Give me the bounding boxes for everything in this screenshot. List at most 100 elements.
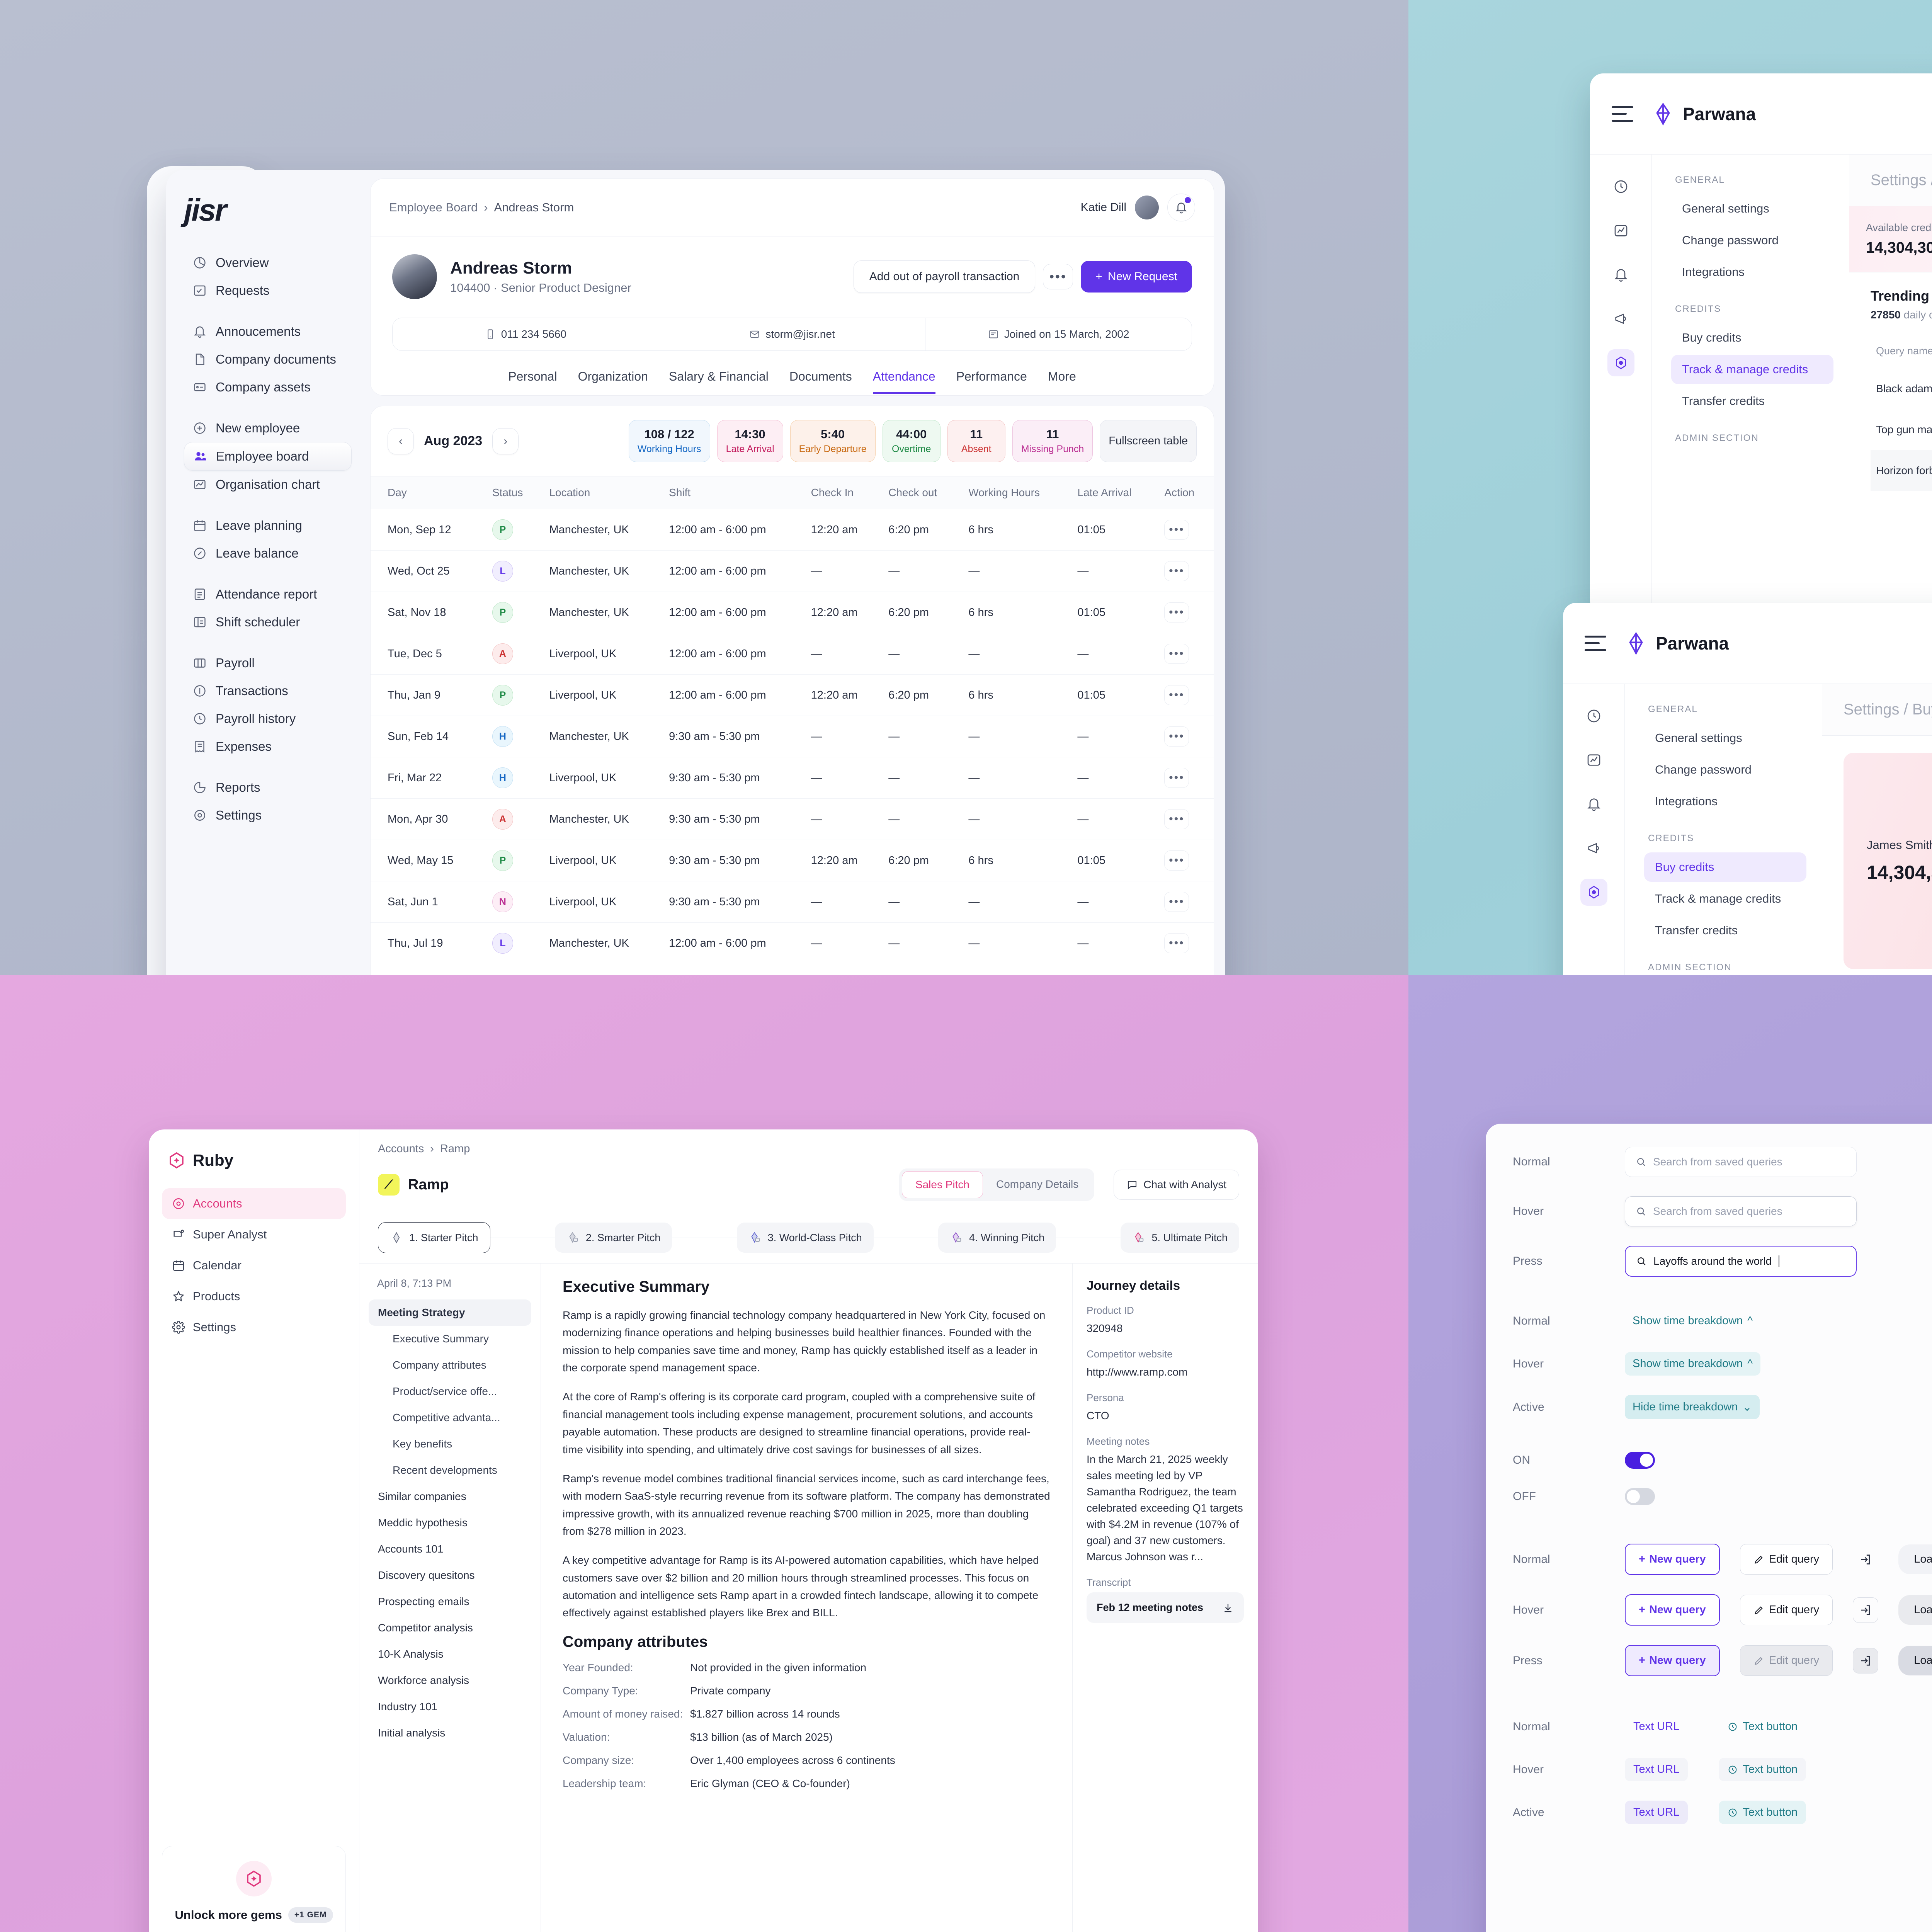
- edit-query-button[interactable]: Edit query: [1740, 1544, 1833, 1575]
- phone-field[interactable]: 011 234 5660: [393, 318, 659, 350]
- trend-icon[interactable]: [1580, 747, 1607, 774]
- step-1-starter-pitch[interactable]: 1. Starter Pitch: [378, 1222, 490, 1253]
- new-request-button[interactable]: + New Request: [1081, 261, 1192, 293]
- compass-icon[interactable]: [1580, 702, 1607, 730]
- chip-overtime[interactable]: 44:00 Overtime: [882, 420, 940, 462]
- segment-sales-pitch[interactable]: Sales Pitch: [901, 1171, 983, 1198]
- hide-time-breakdown-link[interactable]: Hide time breakdown ⌄: [1625, 1395, 1760, 1419]
- text-button[interactable]: Text button: [1719, 1715, 1806, 1738]
- step-2-smarter-pitch[interactable]: 2. Smarter Pitch: [554, 1223, 672, 1253]
- chip-working-hours[interactable]: 108 / 122 Working Hours: [628, 420, 710, 462]
- sidebar-item-payroll[interactable]: Payroll: [184, 649, 352, 677]
- sidebar-item-payroll-history[interactable]: Payroll history: [184, 705, 352, 733]
- toggle-switch-off[interactable]: [1625, 1488, 1655, 1505]
- bell-icon[interactable]: [1607, 261, 1634, 288]
- tab-attendance[interactable]: Attendance: [872, 369, 935, 394]
- row-actions-button[interactable]: •••: [1164, 892, 1189, 912]
- export-icon[interactable]: [1853, 1597, 1879, 1623]
- toc-item[interactable]: Meeting Strategy: [369, 1299, 531, 1326]
- sidebar-item-reports[interactable]: Reports: [184, 774, 352, 801]
- table-row[interactable]: Sat, Jun 1 N Liverpool, UK 9:30 am - 5:30 p…: [371, 881, 1214, 923]
- menu-icon[interactable]: [1612, 106, 1633, 122]
- step-5-ultimate-pitch[interactable]: 5. Ultimate Pitch: [1121, 1223, 1240, 1253]
- menu-icon[interactable]: [1585, 635, 1606, 651]
- toc-item[interactable]: Competitor analysis: [378, 1622, 473, 1634]
- search-input[interactable]: Search from saved queries: [1625, 1147, 1857, 1177]
- table-row[interactable]: Mon, Apr 30 A Manchester, UK 9:30 am - 5:30…: [371, 798, 1214, 840]
- toggle-switch-on[interactable]: [1625, 1452, 1655, 1469]
- text-button[interactable]: Text button: [1719, 1801, 1806, 1824]
- sidebar-item-organisation-chart[interactable]: Organisation chart: [184, 471, 352, 498]
- settings-hex-icon[interactable]: [1607, 349, 1634, 376]
- tab-salary-financial[interactable]: Salary & Financial: [669, 369, 769, 383]
- add-payroll-transaction-button[interactable]: Add out of payroll transaction: [853, 260, 1036, 293]
- edit-query-button[interactable]: Edit query: [1740, 1595, 1833, 1625]
- new-query-button[interactable]: + New query: [1625, 1594, 1720, 1626]
- table-row[interactable]: Thu, Jan 9 P Liverpool, UK 12:00 am - 6:00 …: [371, 674, 1214, 716]
- sidebar-item-expenses[interactable]: Expenses: [184, 733, 352, 760]
- toc-item[interactable]: Accounts 101: [378, 1543, 444, 1555]
- row-actions-button[interactable]: •••: [1164, 726, 1189, 747]
- megaphone-icon[interactable]: [1607, 305, 1634, 332]
- load-more-button[interactable]: Load more: [1898, 1595, 1932, 1625]
- toc-item[interactable]: Competitive advanta...: [393, 1412, 500, 1423]
- sidebar-item-super-analyst[interactable]: Super Analyst: [162, 1219, 346, 1250]
- row-actions-button[interactable]: •••: [1164, 809, 1189, 829]
- bell-icon[interactable]: [1580, 791, 1607, 818]
- sidebar-item-integrations[interactable]: Integrations: [1655, 794, 1718, 808]
- sidebar-item-change-password[interactable]: Change password: [1655, 763, 1752, 776]
- sidebar-item-transfer-credits[interactable]: Transfer credits: [1655, 923, 1738, 937]
- table-row[interactable]: Horizon forbidden westTopic3YesNo6320❚❚•…: [1871, 450, 1932, 491]
- trend-icon[interactable]: [1607, 217, 1634, 244]
- sidebar-item-requests[interactable]: Requests: [184, 277, 352, 304]
- sidebar-item-buy-credits[interactable]: Buy credits: [1644, 852, 1806, 882]
- table-row[interactable]: Thu, Jul 19 L Manchester, UK 12:00 am - 6:0…: [371, 922, 1214, 964]
- sidebar-item-buy-credits[interactable]: Buy credits: [1682, 331, 1742, 344]
- show-time-breakdown-link[interactable]: Show time breakdown ^: [1625, 1352, 1760, 1376]
- export-icon[interactable]: [1853, 1547, 1878, 1572]
- next-month-button[interactable]: ›: [492, 428, 519, 454]
- tab-personal[interactable]: Personal: [508, 369, 557, 383]
- table-row[interactable]: Fri, Mar 22 H Liverpool, UK 9:30 am - 5:30 …: [371, 757, 1214, 799]
- breadcrumb-accounts[interactable]: Accounts: [378, 1143, 424, 1155]
- sidebar-item-settings[interactable]: Settings: [162, 1312, 346, 1343]
- toc-item[interactable]: Discovery quesitons: [378, 1569, 475, 1581]
- show-time-breakdown-link[interactable]: Show time breakdown ^: [1625, 1309, 1760, 1333]
- new-query-button[interactable]: + New query: [1625, 1544, 1720, 1575]
- search-input[interactable]: Search from saved queries: [1625, 1196, 1857, 1226]
- row-actions-button[interactable]: •••: [1164, 685, 1189, 705]
- megaphone-icon[interactable]: [1580, 835, 1607, 862]
- sidebar-item-general-settings[interactable]: General settings: [1655, 731, 1742, 745]
- row-actions-button[interactable]: •••: [1164, 561, 1189, 581]
- journey-value-competitor-website[interactable]: http://www.ramp.com: [1087, 1366, 1188, 1378]
- chip-late-arrival[interactable]: 14:30 Late Arrival: [717, 420, 783, 462]
- sidebar-item-accounts[interactable]: Accounts: [162, 1188, 346, 1219]
- toc-item[interactable]: Executive Summary: [393, 1333, 489, 1345]
- sidebar-item-track-manage-credits[interactable]: Track & manage credits: [1655, 892, 1781, 905]
- settings-hex-icon[interactable]: [1580, 879, 1607, 906]
- toc-item[interactable]: Prospecting emails: [378, 1595, 469, 1607]
- step-3-world-class-pitch[interactable]: 3. World-Class Pitch: [736, 1223, 874, 1253]
- step-4-winning-pitch[interactable]: 4. Winning Pitch: [938, 1223, 1056, 1253]
- tab-documents[interactable]: Documents: [789, 369, 852, 383]
- chip-early-departure[interactable]: 5:40 Early Departure: [790, 420, 876, 462]
- edit-query-button[interactable]: Edit query: [1740, 1645, 1833, 1676]
- toc-item[interactable]: Product/service offe...: [393, 1385, 497, 1397]
- sidebar-item-calendar[interactable]: Calendar: [162, 1250, 346, 1281]
- fullscreen-table-button[interactable]: Fullscreen table: [1100, 420, 1197, 462]
- prev-month-button[interactable]: ‹: [388, 428, 414, 454]
- row-actions-button[interactable]: •••: [1164, 933, 1189, 953]
- table-row[interactable]: Wed, May 15 P Liverpool, UK 9:30 am - 5:30 …: [371, 840, 1214, 881]
- tab-performance[interactable]: Performance: [956, 369, 1027, 383]
- sidebar-item-track-manage-credits[interactable]: Track & manage credits: [1671, 355, 1833, 384]
- sidebar-item-company-documents[interactable]: Company documents: [184, 345, 352, 373]
- sidebar-item-products[interactable]: Products: [162, 1281, 346, 1312]
- table-row[interactable]: Black adam vs supermanTopic8YesYes8440❚❚…: [1871, 368, 1932, 409]
- export-icon[interactable]: [1853, 1648, 1879, 1673]
- sidebar-item-new-employee[interactable]: New employee: [184, 414, 352, 442]
- table-row[interactable]: Top gun maverickTerm4NoYes7650❚❚•••: [1871, 409, 1932, 450]
- row-actions-button[interactable]: •••: [1164, 644, 1189, 664]
- sidebar-item-overview[interactable]: Overview: [184, 249, 352, 277]
- sidebar-item-announcements[interactable]: Annoucements: [184, 318, 352, 345]
- sidebar-item-integrations[interactable]: Integrations: [1682, 265, 1745, 279]
